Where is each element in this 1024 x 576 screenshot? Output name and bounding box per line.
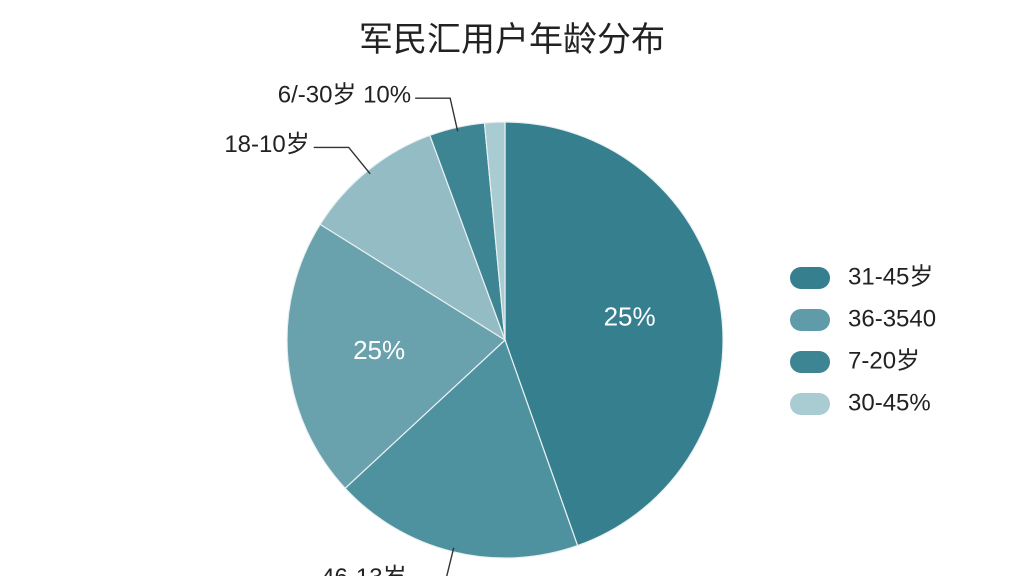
- legend-label: 31-45岁: [848, 263, 933, 290]
- legend-swatch: [790, 267, 830, 289]
- leader-line: [446, 547, 455, 576]
- slice-label: 6/-30岁 10%: [278, 81, 411, 108]
- pie-slice: [504, 121, 724, 547]
- leader-line: [415, 97, 459, 132]
- legend-label: 36-3540: [848, 305, 936, 332]
- leader-line: [313, 146, 371, 175]
- legend-swatch: [790, 309, 830, 331]
- legend-swatch: [790, 393, 830, 415]
- slice-label: 46-13岁: [321, 564, 406, 576]
- legend-label: 7-20岁: [848, 347, 920, 374]
- pie-slice: [286, 223, 506, 490]
- legend-swatch: [790, 351, 830, 373]
- slice-value-label: 25%: [353, 335, 405, 365]
- legend-label: 30-45%: [848, 389, 931, 416]
- chart-title: 军民汇用户年龄分布: [359, 21, 665, 59]
- pie-slice: [483, 121, 506, 341]
- slice-label: 18-10岁: [224, 131, 309, 158]
- slice-value-label: 25%: [604, 302, 656, 332]
